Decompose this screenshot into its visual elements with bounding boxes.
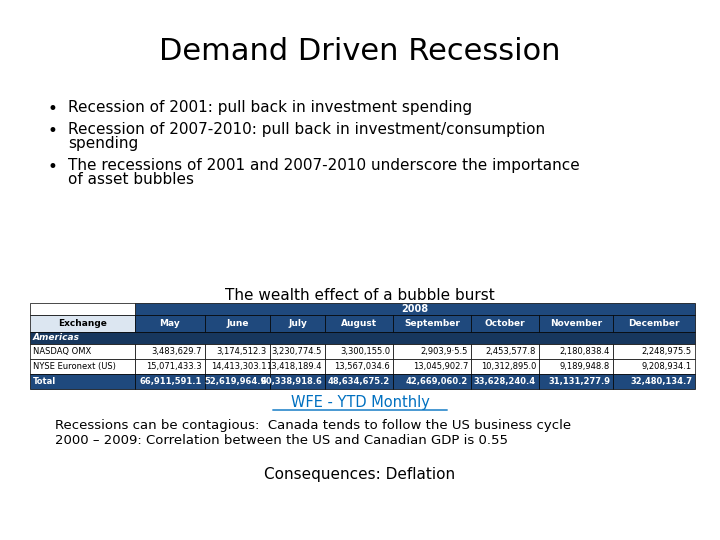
Bar — [613, 315, 695, 332]
Bar — [270, 315, 325, 332]
Bar — [30, 332, 695, 344]
Text: 66,911,591.1: 66,911,591.1 — [140, 377, 202, 386]
Text: 3,483,629.7: 3,483,629.7 — [151, 347, 202, 356]
Text: 2,453,577.8: 2,453,577.8 — [485, 347, 536, 356]
Bar — [393, 374, 471, 389]
Text: 2,903,9·5.5: 2,903,9·5.5 — [420, 347, 468, 356]
Text: NASDAQ OMX: NASDAQ OMX — [33, 347, 91, 356]
Bar — [471, 315, 539, 332]
Text: 33,628,240.4: 33,628,240.4 — [474, 377, 536, 386]
Text: July: July — [288, 319, 307, 328]
Text: of asset bubbles: of asset bubbles — [68, 172, 194, 187]
Bar — [471, 374, 539, 389]
Text: Exchange: Exchange — [58, 319, 107, 328]
Text: 32,480,134.7: 32,480,134.7 — [630, 377, 692, 386]
Bar — [205, 315, 270, 332]
Bar — [613, 374, 695, 389]
Text: 60,338,918.6: 60,338,918.6 — [260, 377, 322, 386]
Bar — [325, 344, 393, 359]
Text: May: May — [160, 319, 181, 328]
Bar — [270, 359, 325, 374]
Text: 2,248,975.5: 2,248,975.5 — [642, 347, 692, 356]
Text: Consequences: Deflation: Consequences: Deflation — [264, 468, 456, 483]
Bar — [471, 344, 539, 359]
Text: The recessions of 2001 and 2007-2010 underscore the importance: The recessions of 2001 and 2007-2010 und… — [68, 158, 580, 173]
Bar — [613, 359, 695, 374]
Bar — [30, 344, 135, 359]
Bar — [270, 344, 325, 359]
Text: June: June — [226, 319, 248, 328]
Text: 2000 – 2009: Correlation between the US and Canadian GDP is 0.55: 2000 – 2009: Correlation between the US … — [55, 435, 508, 448]
Bar — [30, 303, 135, 315]
Bar — [325, 374, 393, 389]
Text: spending: spending — [68, 136, 138, 151]
Bar — [471, 359, 539, 374]
Text: November: November — [550, 319, 602, 328]
Text: NYSE Euronext (US): NYSE Euronext (US) — [33, 362, 116, 371]
Text: Recession of 2007-2010: pull back in investment/consumption: Recession of 2007-2010: pull back in inv… — [68, 122, 545, 137]
Bar — [135, 344, 205, 359]
Text: 3,230,774.5: 3,230,774.5 — [271, 347, 322, 356]
Bar — [135, 303, 695, 315]
Bar — [135, 359, 205, 374]
Bar — [30, 315, 135, 332]
Text: The wealth effect of a bubble burst: The wealth effect of a bubble burst — [225, 288, 495, 303]
Text: 13,045,902.7: 13,045,902.7 — [413, 362, 468, 371]
Text: 13,418,189.4: 13,418,189.4 — [266, 362, 322, 371]
Text: 31,131,277.9: 31,131,277.9 — [548, 377, 610, 386]
Text: •: • — [47, 158, 57, 176]
Bar — [135, 374, 205, 389]
Bar — [325, 359, 393, 374]
Bar — [205, 344, 270, 359]
Bar — [539, 344, 613, 359]
Bar — [135, 315, 205, 332]
Text: Americas: Americas — [33, 334, 80, 342]
Bar — [393, 344, 471, 359]
Text: 14,413,303.1: 14,413,303.1 — [212, 362, 267, 371]
Bar — [325, 315, 393, 332]
Bar — [393, 315, 471, 332]
Bar — [30, 359, 135, 374]
Text: 13,567,034.6: 13,567,034.6 — [334, 362, 390, 371]
Text: 48,634,675.2: 48,634,675.2 — [328, 377, 390, 386]
Bar — [613, 344, 695, 359]
Bar — [393, 359, 471, 374]
Text: WFE - YTD Monthly: WFE - YTD Monthly — [291, 395, 429, 410]
Bar — [30, 374, 135, 389]
Text: Recession of 2001: pull back in investment spending: Recession of 2001: pull back in investme… — [68, 100, 472, 115]
Text: September: September — [404, 319, 460, 328]
Bar — [205, 374, 270, 389]
Text: 2008: 2008 — [402, 304, 428, 314]
Text: December: December — [629, 319, 680, 328]
Text: 3,174,512.3: 3,174,512.3 — [217, 347, 267, 356]
Bar — [539, 374, 613, 389]
Bar — [270, 374, 325, 389]
Text: •: • — [47, 100, 57, 118]
Text: Recessions can be contagious:  Canada tends to follow the US business cycle: Recessions can be contagious: Canada ten… — [55, 418, 571, 431]
Bar — [539, 315, 613, 332]
Text: 52,619,964.9: 52,619,964.9 — [204, 377, 267, 386]
Text: Total: Total — [33, 377, 56, 386]
Bar — [205, 359, 270, 374]
Text: August: August — [341, 319, 377, 328]
Text: 10,312,895.0: 10,312,895.0 — [481, 362, 536, 371]
Text: 9,208,934.1: 9,208,934.1 — [642, 362, 692, 371]
Text: Demand Driven Recession: Demand Driven Recession — [159, 37, 561, 66]
Text: 2,180,838.4: 2,180,838.4 — [559, 347, 610, 356]
Text: •: • — [47, 122, 57, 140]
Text: 42,669,060.2: 42,669,060.2 — [406, 377, 468, 386]
Text: 9,189,948.8: 9,189,948.8 — [559, 362, 610, 371]
Text: 15,071,433.3: 15,071,433.3 — [146, 362, 202, 371]
Bar — [539, 359, 613, 374]
Text: 3,300,155.0: 3,300,155.0 — [340, 347, 390, 356]
Text: October: October — [485, 319, 526, 328]
